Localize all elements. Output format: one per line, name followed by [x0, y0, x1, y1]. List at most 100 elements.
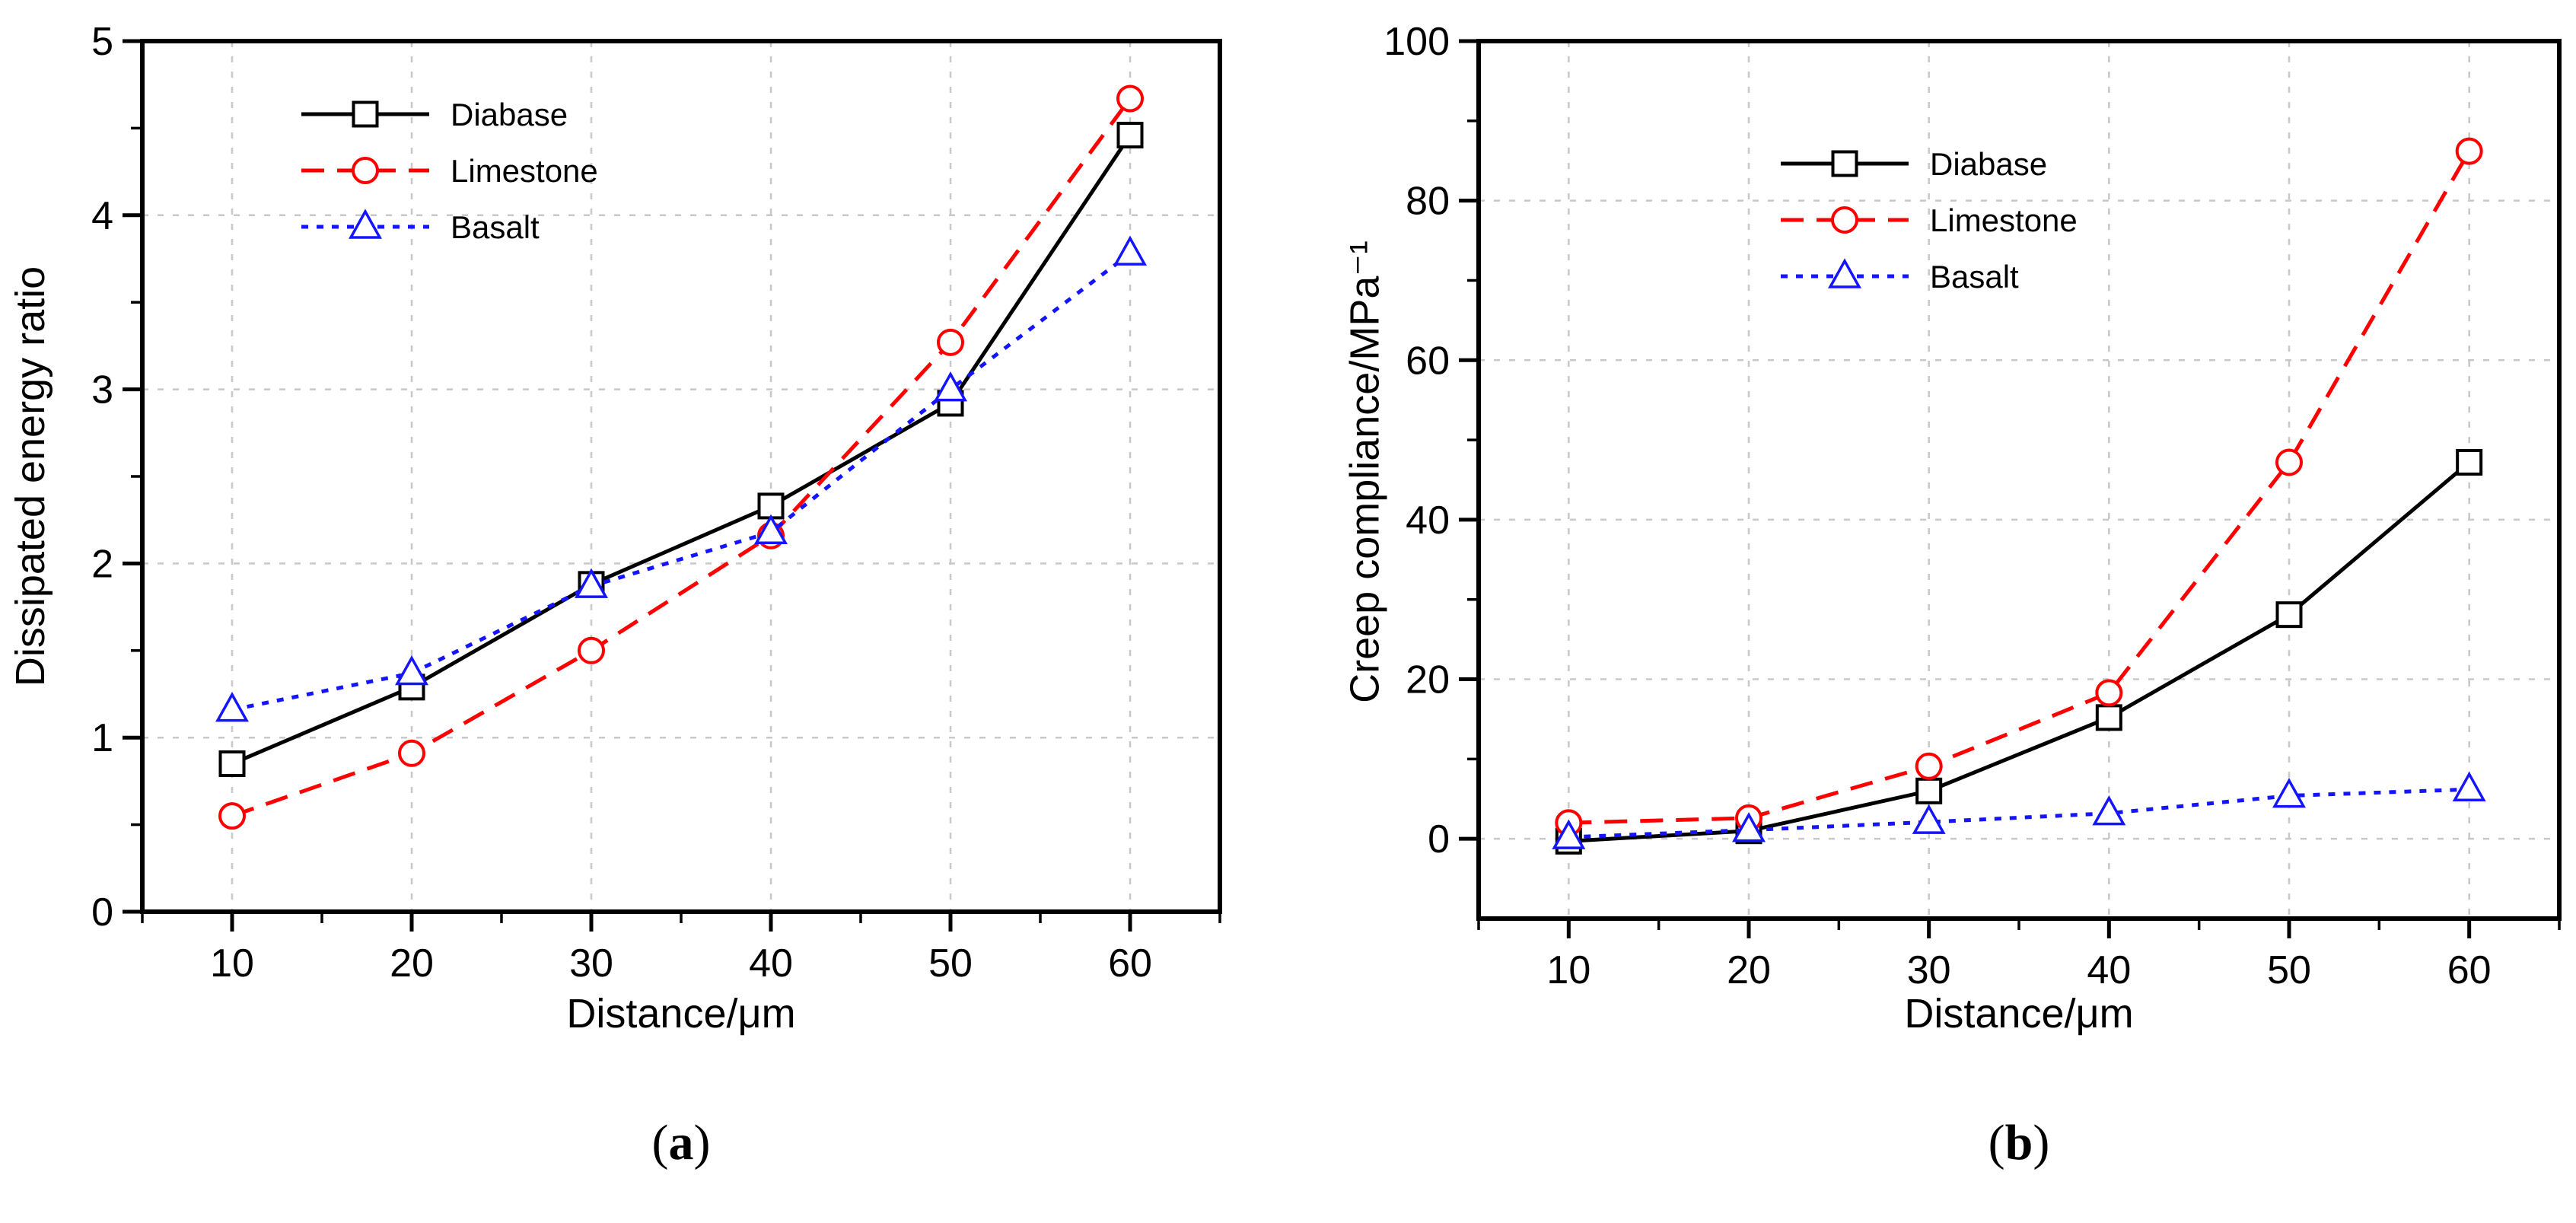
series-line [1568, 460, 2471, 843]
series-marker-circle [937, 328, 964, 356]
series-marker-triangle [1113, 235, 1147, 266]
series-basalt [215, 235, 1147, 722]
series-marker-circle [2455, 137, 2483, 165]
series-marker-square [352, 100, 379, 128]
legend: Diabase Limestone Basalt [1781, 146, 2078, 295]
caption-b-close-paren: ) [2033, 1115, 2050, 1170]
legend-label: Basalt [1930, 259, 2019, 295]
legend: Diabase Limestone Basalt [301, 97, 598, 245]
series-diabase [1555, 448, 2483, 855]
y-tick-label: 0 [1428, 817, 1450, 862]
series-line [231, 134, 1132, 766]
gridlines [142, 41, 1220, 912]
y-tick-label: 80 [1406, 180, 1450, 224]
series-marker-triangle [2092, 795, 2126, 826]
series-marker-circle [2095, 679, 2123, 707]
legend-entry-limestone: Limestone [301, 153, 598, 189]
series-marker-square [218, 750, 246, 778]
series-marker-triangle [1828, 258, 1861, 288]
series-marker-triangle [349, 209, 382, 239]
series-marker-triangle [1912, 804, 1946, 834]
series-marker-triangle [1552, 819, 1586, 849]
legend-entry-limestone: Limestone [1781, 202, 2078, 238]
legend-label: Limestone [451, 153, 598, 189]
series-marker-square [1915, 777, 1943, 804]
x-tick-label: 40 [2087, 948, 2131, 992]
caption-a-letter: a [668, 1115, 694, 1170]
series-line [1568, 787, 2469, 839]
x-tick-label: 10 [210, 941, 254, 986]
y-tick-label: 5 [91, 20, 113, 64]
series-marker-circle [578, 636, 605, 664]
series-marker-circle [1915, 752, 1943, 780]
series-marker-square [2095, 704, 2122, 731]
plot-frame [1476, 39, 2562, 921]
series-marker-square [2456, 448, 2483, 476]
series-limestone [218, 84, 1144, 830]
series-limestone [1555, 137, 2483, 837]
panel-b-xlabel: Distance/μm [1904, 991, 2134, 1037]
y-tick-label: 1 [91, 716, 113, 760]
y-tick-label: 2 [91, 542, 113, 586]
panel-b-caption: (b) [1989, 1114, 2050, 1172]
x-tick-label: 20 [390, 941, 434, 986]
caption-a-open-paren: ( [651, 1115, 669, 1170]
panel-b: 10 20 30 40 50 60 0 20 40 60 80 100 Diabase Limestone… [1384, 20, 2562, 992]
y-tick-label: 100 [1384, 20, 1450, 64]
x-tick-label: 20 [1727, 948, 1771, 992]
panel-a-caption: (a) [652, 1114, 711, 1172]
legend-label: Basalt [451, 209, 540, 245]
series-marker-circle [352, 157, 379, 184]
tick-labels: 10 20 30 40 50 60 0 20 40 60 80 100 [1384, 20, 2491, 992]
x-tick-label: 40 [749, 941, 793, 986]
series-marker-triangle [2272, 777, 2306, 808]
panel-a-ylabel: Dissipated energy ratio [8, 266, 53, 687]
panel-a: 10 20 30 40 50 60 0 1 2 3 4 5 Diabase Limestone Basalt [91, 20, 1222, 986]
caption-b-letter: b [2004, 1115, 2033, 1170]
x-tick-label: 50 [2267, 948, 2311, 992]
y-tick-label: 40 [1406, 498, 1450, 543]
x-tick-label: 30 [569, 941, 613, 986]
legend-entry-diabase: Diabase [301, 97, 568, 132]
series-marker-circle [2275, 448, 2303, 476]
tick-labels: 10 20 30 40 50 60 0 1 2 3 4 5 [91, 20, 1152, 986]
panel-a-xlabel: Distance/μm [566, 991, 796, 1037]
y-tick-label: 20 [1406, 658, 1450, 702]
y-tick-label: 0 [91, 890, 113, 935]
x-tick-label: 50 [928, 941, 973, 986]
plot-frame [140, 39, 1222, 914]
panel-b-ylabel: Creep compliance/MPa⁻¹ [1342, 240, 1388, 703]
series-marker-circle [1116, 84, 1144, 113]
x-tick-label: 30 [1907, 948, 1951, 992]
legend-label: Limestone [1930, 202, 2078, 238]
series-line [231, 97, 1132, 818]
series-line [1568, 150, 2471, 825]
series-marker-triangle [754, 514, 788, 544]
series-marker-triangle [575, 568, 608, 598]
series-marker-circle [398, 739, 425, 767]
series-line [231, 252, 1132, 712]
legend-label: Diabase [451, 97, 568, 132]
legend-entry-diabase: Diabase [1781, 146, 2047, 182]
y-tick-label: 3 [91, 368, 113, 412]
caption-b-open-paren: ( [1988, 1115, 2005, 1170]
series-marker-square [1116, 122, 1144, 149]
caption-a-close-paren: ) [693, 1115, 711, 1170]
series-marker-triangle [215, 692, 249, 722]
x-tick-label: 60 [2447, 948, 2492, 992]
series-marker-triangle [1732, 812, 1766, 842]
series-marker-circle [1831, 206, 1858, 234]
series-marker-triangle [2452, 771, 2486, 801]
y-tick-label: 4 [91, 194, 113, 238]
series-basalt [1552, 771, 2486, 849]
legend-entry-basalt: Basalt [1781, 258, 2019, 295]
x-tick-label: 10 [1546, 948, 1590, 992]
series-marker-triangle [395, 654, 428, 686]
series-marker-square [2275, 601, 2303, 629]
series-marker-triangle [934, 371, 967, 402]
y-tick-label: 60 [1406, 339, 1450, 383]
series-marker-circle [218, 802, 246, 830]
legend-entry-basalt: Basalt [301, 209, 540, 245]
